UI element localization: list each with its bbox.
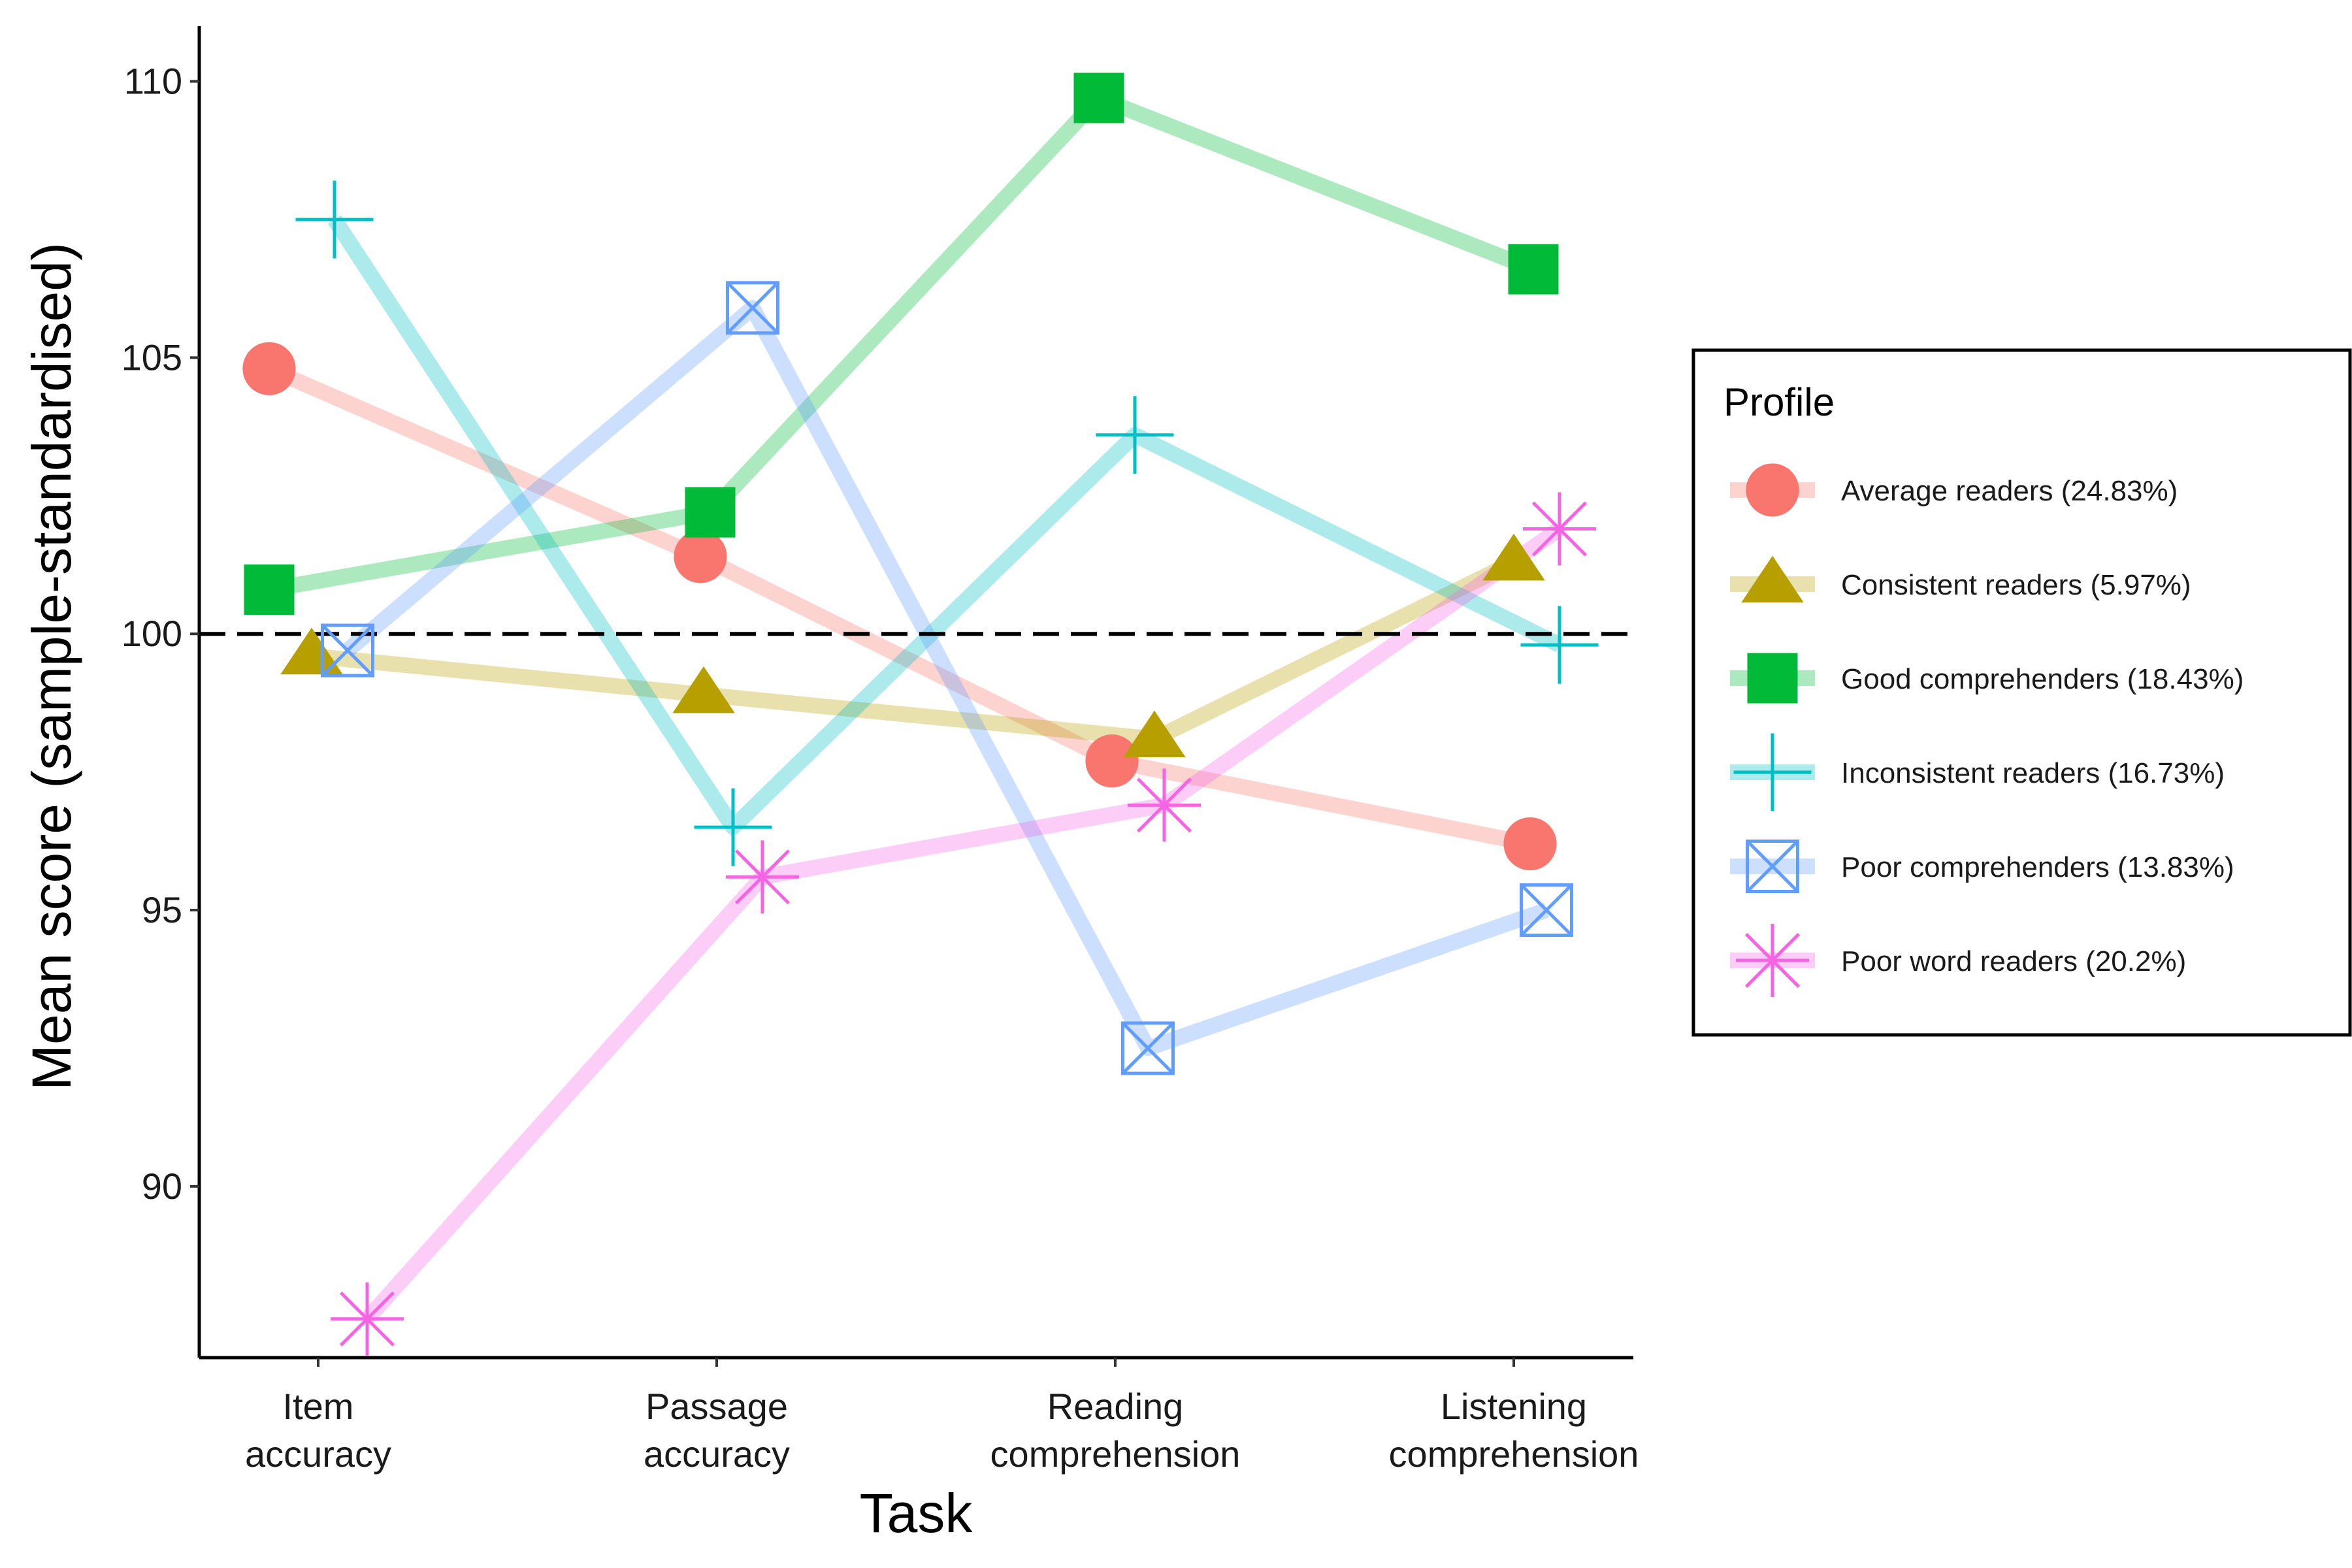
y-tick-label-90: 90 — [142, 1166, 182, 1207]
series-line-poor-word-readers — [361, 522, 1564, 1324]
legend-label: Average readers (24.83%) — [1841, 475, 2178, 507]
marker-inconsistent-readers-1 — [295, 180, 374, 259]
legend-title: Profile — [1723, 380, 1835, 424]
series-line-poor-comprehenders — [342, 300, 1549, 1056]
marker-good-comprehenders-4 — [1508, 244, 1559, 295]
marker-average-readers-3 — [1085, 734, 1139, 788]
legend-item-consistent-readers: Consistent readers (5.97%) — [1730, 555, 2191, 603]
axes: 90 95 100 105 110 Item accuracy Passage accuracy… — [122, 26, 1639, 1475]
legend-item-inconsistent-readers: Inconsistent readers (16.73%) — [1730, 733, 2225, 811]
marker-poor-comprehenders-1 — [321, 623, 374, 678]
series-lines — [266, 90, 1564, 1324]
y-axis-title: Mean score (sample-standardised) — [21, 242, 82, 1090]
legend-marker — [1733, 733, 1812, 811]
marker-inconsistent-readers-3 — [1096, 396, 1174, 474]
legend-marker — [1746, 463, 1799, 517]
legend-marker — [1741, 555, 1804, 603]
legend-item-poor-comprehenders: Poor comprehenders (13.83%) — [1730, 840, 2234, 893]
y-tick-label-110: 110 — [124, 61, 182, 102]
marker-consistent-readers-1 — [280, 627, 343, 675]
legend-box — [1691, 348, 2352, 1037]
marker-poor-comprehenders-3 — [1121, 1021, 1175, 1075]
legend-marker — [1736, 924, 1809, 997]
marker-good-comprehenders-1 — [244, 564, 295, 615]
x-tick-label-3: Reading comprehension — [990, 1386, 1241, 1475]
legend-label: Poor comprehenders (13.83%) — [1841, 851, 2234, 883]
marker-poor-word-readers-1 — [331, 1282, 404, 1356]
legend-label: Inconsistent readers (16.73%) — [1841, 757, 2225, 789]
series-markers — [242, 73, 1599, 1356]
x-tick-label-2: Passage accuracy — [644, 1386, 790, 1475]
marker-poor-word-readers-4 — [1523, 492, 1596, 566]
marker-consistent-readers-2 — [672, 666, 735, 713]
x-axis-title: Task — [860, 1482, 973, 1544]
series-line-average-readers — [266, 361, 1532, 852]
legend-item-good-comprehenders: Good comprehenders (18.43%) — [1730, 653, 2244, 704]
series-line-consistent-readers — [310, 555, 1518, 747]
marker-inconsistent-readers-4 — [1520, 606, 1599, 684]
marker-consistent-readers-4 — [1482, 533, 1545, 581]
marker-poor-comprehenders-4 — [1520, 883, 1573, 938]
marker-poor-word-readers-3 — [1128, 768, 1201, 842]
marker-average-readers-2 — [674, 530, 727, 583]
marker-average-readers-4 — [1503, 817, 1557, 871]
x-tick-label-4: Listening comprehension — [1389, 1386, 1639, 1475]
marker-average-readers-1 — [242, 342, 296, 395]
y-tick-label-95: 95 — [142, 889, 182, 930]
series-line-inconsistent-readers — [327, 215, 1563, 836]
marker-good-comprehenders-2 — [685, 487, 736, 538]
legend-marker — [1746, 840, 1799, 893]
y-tick-label-105: 105 — [122, 336, 182, 378]
marker-poor-comprehenders-2 — [726, 281, 779, 335]
legend-label: Good comprehenders (18.43%) — [1841, 663, 2244, 695]
legend: Profile Average readers (24.83%) Consisten… — [1691, 348, 2352, 1037]
legend-label: Poor word readers (20.2%) — [1841, 945, 2186, 977]
series-line-good-comprehenders — [267, 90, 1537, 598]
legend-label: Consistent readers (5.97%) — [1841, 569, 2191, 601]
marker-consistent-readers-3 — [1123, 710, 1186, 758]
marker-good-comprehenders-3 — [1073, 73, 1124, 123]
marker-poor-word-readers-2 — [726, 840, 799, 914]
legend-item-average-readers: Average readers (24.83%) — [1730, 463, 2178, 517]
y-tick-label-100: 100 — [122, 613, 182, 654]
x-tick-label-1: Item accuracy — [245, 1386, 391, 1475]
marker-inconsistent-readers-2 — [694, 788, 772, 866]
legend-item-poor-word-readers: Poor word readers (20.2%) — [1730, 924, 2186, 997]
legend-marker — [1747, 653, 1798, 704]
